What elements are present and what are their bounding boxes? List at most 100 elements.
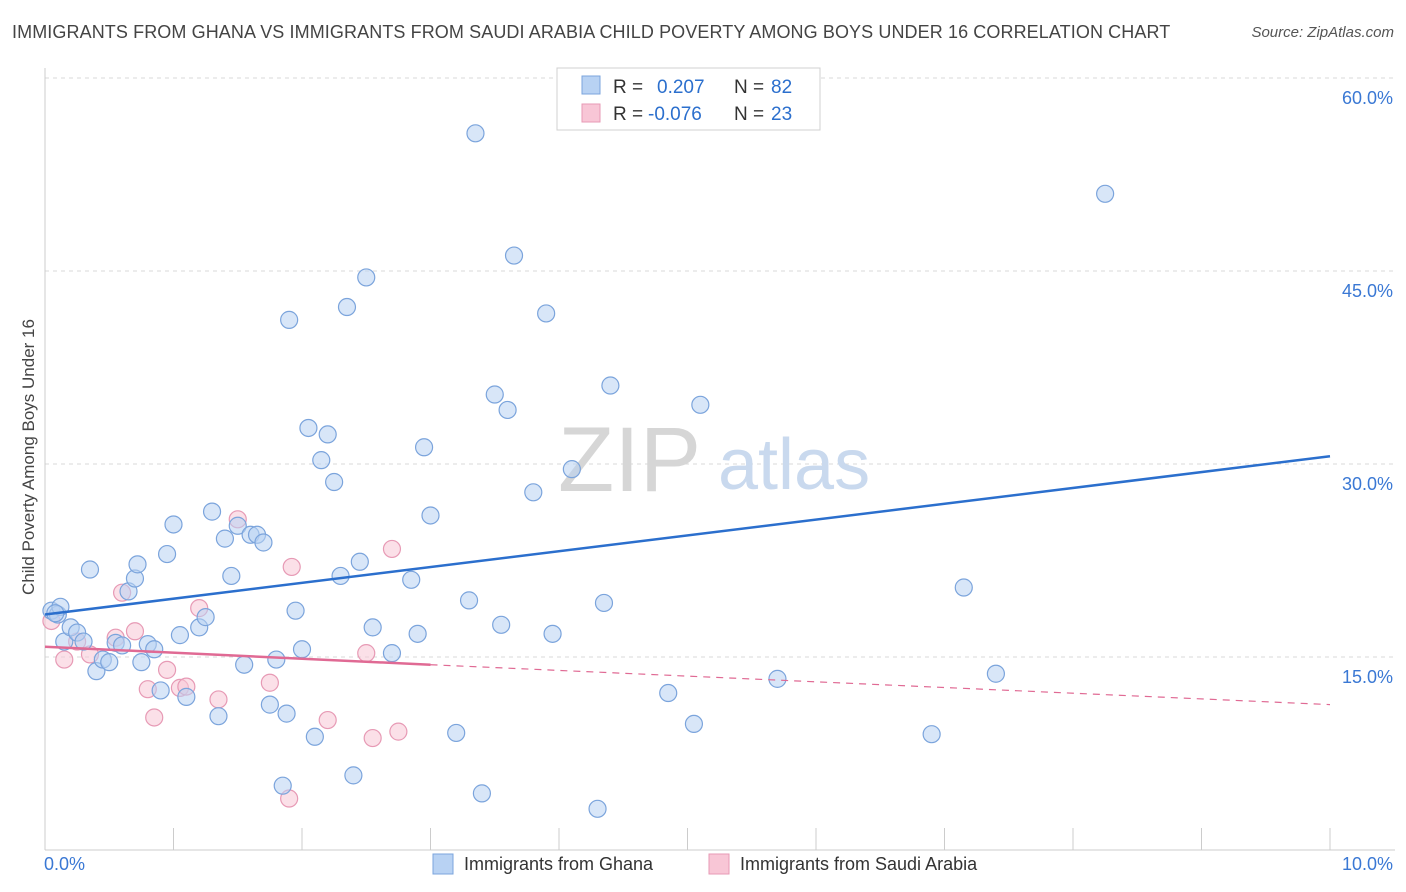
stats-swatch-ghana — [581, 75, 601, 95]
ghana-point-48 — [337, 297, 357, 317]
ghana-point-56 — [414, 438, 434, 457]
ghana-point-23 — [177, 687, 196, 706]
stats-legend: R = 0.207 N = 82 R = -0.076 N = 23 — [556, 67, 821, 131]
stats-r-label-ghana: R = — [613, 77, 643, 98]
ghana-point-72 — [601, 376, 620, 395]
ghana-point-46 — [325, 472, 344, 492]
legend-swatch-ghana — [432, 853, 454, 875]
ghana-point-77 — [922, 725, 941, 744]
ghana-point-54 — [402, 570, 421, 589]
stats-n-value-saudi: 23 — [771, 104, 792, 125]
saudi-point-21 — [382, 539, 402, 559]
ghana-point-20 — [157, 544, 177, 564]
ghana-point-66 — [524, 483, 543, 502]
ghana-point-76 — [768, 669, 787, 688]
ghana-point-6 — [74, 632, 93, 651]
saudi-point-6 — [125, 622, 145, 641]
ghana-point-79 — [986, 664, 1006, 683]
ghana-point-62 — [485, 385, 504, 404]
trend-line-saudi-extension — [430, 664, 1331, 706]
watermark: ZIP atlas — [558, 409, 870, 511]
ghana-point-45 — [318, 425, 337, 444]
ghana-point-61 — [472, 784, 491, 803]
watermark-zip: ZIP — [558, 409, 701, 511]
ghana-point-55 — [408, 624, 427, 643]
ghana-point-40 — [286, 601, 305, 620]
ghana-point-51 — [357, 268, 376, 287]
ghana-point-71 — [594, 593, 614, 613]
chart-title: IMMIGRANTS FROM GHANA VS IMMIGRANTS FROM… — [12, 22, 1171, 42]
x-tick-labels: 0.0% 10.0% — [44, 854, 1393, 874]
ghana-point-80 — [1096, 184, 1115, 203]
ghana-point-41 — [292, 640, 312, 659]
ghana-point-39 — [280, 310, 299, 329]
ghana-point-42 — [299, 418, 318, 438]
x-tick-label-0: 0.0% — [44, 854, 85, 874]
ghana-point-68 — [543, 624, 562, 643]
ghana-point-18 — [145, 640, 164, 659]
saudi-point-1 — [55, 650, 74, 669]
y-axis-label: Child Poverty Among Boys Under 16 — [19, 319, 38, 595]
ghana-point-36 — [267, 650, 286, 669]
ghana-point-53 — [382, 644, 402, 663]
saudi-point-15 — [260, 673, 279, 692]
y-tick-label-2: 45.0% — [1342, 281, 1393, 301]
y-tick-label-1: 30.0% — [1342, 474, 1393, 494]
series-ghana-points — [42, 124, 1115, 818]
stats-n-label-ghana: N = — [734, 77, 764, 98]
stats-r-label-saudi: R = — [613, 104, 643, 125]
ghana-point-60 — [466, 124, 485, 143]
saudi-point-18 — [318, 710, 337, 730]
ghana-point-21 — [164, 515, 183, 534]
saudi-point-22 — [389, 722, 408, 741]
ghana-point-43 — [305, 727, 324, 746]
ghana-point-69 — [562, 460, 581, 479]
ghana-point-29 — [222, 566, 241, 586]
ghana-point-67 — [537, 304, 556, 323]
watermark-atlas: atlas — [718, 425, 870, 505]
stats-r-value-ghana: 0.207 — [657, 77, 705, 98]
ghana-point-44 — [312, 451, 331, 470]
ghana-point-59 — [459, 591, 479, 610]
grid-lines — [45, 77, 1395, 658]
stats-n-label-saudi: N = — [734, 104, 764, 125]
x-tick-label-1: 10.0% — [1342, 854, 1393, 874]
ghana-point-27 — [209, 707, 228, 726]
stats-n-value-ghana: 82 — [771, 77, 792, 98]
trend-line-ghana — [44, 455, 1331, 616]
ghana-point-38 — [277, 704, 296, 723]
ghana-point-47 — [331, 566, 350, 586]
trend-line-saudi — [44, 645, 431, 666]
ghana-point-64 — [498, 400, 517, 420]
ghana-point-30 — [228, 516, 247, 535]
ghana-point-52 — [363, 618, 382, 637]
ghana-point-22 — [170, 626, 190, 645]
ghana-point-78 — [954, 578, 973, 597]
ghana-point-7 — [80, 560, 100, 579]
saudi-point-9 — [157, 660, 177, 679]
ghana-point-16 — [132, 653, 151, 672]
y-tick-label-0: 15.0% — [1342, 667, 1393, 687]
saudi-point-19 — [357, 644, 376, 663]
ghana-point-31 — [235, 655, 254, 674]
ghana-point-35 — [260, 695, 279, 714]
stats-swatch-saudi — [581, 103, 601, 123]
ghana-point-75 — [691, 395, 710, 414]
ghana-point-63 — [492, 615, 511, 634]
ghana-point-70 — [588, 799, 607, 818]
ghana-point-37 — [273, 776, 292, 795]
ghana-point-57 — [421, 506, 440, 525]
y-tick-label-3: 60.0% — [1342, 88, 1393, 108]
y-tick-labels: 15.0% 30.0% 45.0% 60.0% — [1342, 88, 1393, 687]
ghana-point-34 — [254, 533, 273, 552]
ghana-point-26 — [202, 502, 222, 521]
legend-label-saudi: Immigrants from Saudi Arabia — [740, 854, 978, 874]
saudi-point-20 — [363, 728, 382, 748]
stats-r-value-saudi: -0.076 — [648, 104, 702, 125]
ghana-point-49 — [344, 766, 363, 785]
legend-swatch-saudi — [708, 853, 730, 875]
saudi-point-13 — [209, 690, 228, 709]
ghana-point-73 — [659, 683, 678, 703]
legend-label-ghana: Immigrants from Ghana — [464, 854, 654, 874]
ghana-point-19 — [151, 681, 170, 700]
